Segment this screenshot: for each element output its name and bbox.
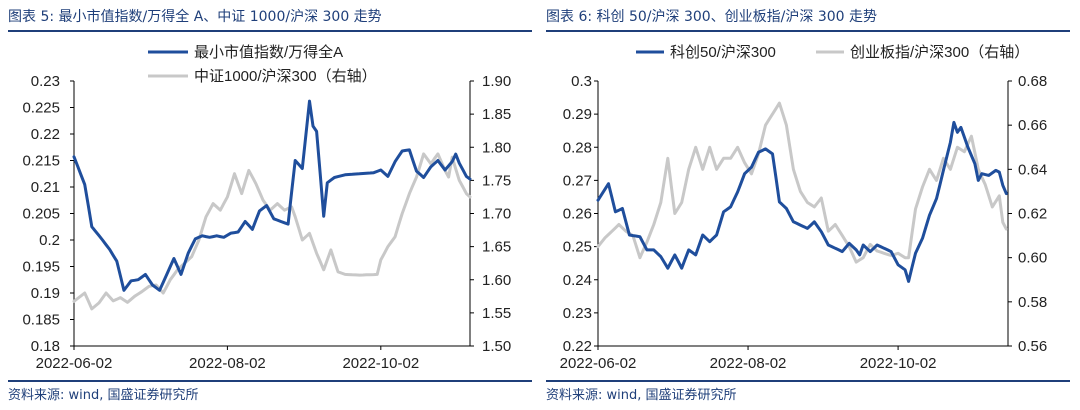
footer-divider <box>8 380 532 382</box>
y-left-tick-label: 0.21 <box>31 179 60 196</box>
legend-label: 科创50/沪深300 <box>670 44 776 61</box>
series-line-left <box>72 99 472 292</box>
y-left-tick-label: 0.28 <box>563 139 592 156</box>
chart-panel-minimum-cap: 图表 5: 最小市值指数/万得全 A、中证 1000/沪深 300 走势 0.1… <box>8 0 536 410</box>
y-left-tick-label: 0.225 <box>22 100 60 117</box>
legend-label: 创业板指/沪深300（右轴） <box>850 43 1029 61</box>
y-left-tick-label: 0.195 <box>22 259 60 276</box>
y-left-tick-label: 0.24 <box>563 272 592 289</box>
y-right-tick-label: 0.66 <box>1018 117 1047 134</box>
x-tick-label: 2022-10-02 <box>860 355 937 372</box>
line-chart-star-chinext: 0.22 0.23 0.24 0.25 0.26 0.27 0.28 0.29 0.3 0.56 0… <box>560 43 1048 372</box>
y-right-tick-label: 0.68 <box>1018 73 1047 90</box>
x-tick-label: 2022-10-02 <box>342 355 419 372</box>
y-left-tick-label: 0.26 <box>563 206 592 223</box>
y-left-tick-label: 0.27 <box>563 172 592 189</box>
y-right-tick-label: 0.58 <box>1018 294 1047 311</box>
y-left-tick-label: 0.2 <box>39 232 60 249</box>
y-right-tick-label: 1.55 <box>482 305 511 322</box>
y-left-tick-label: 0.29 <box>563 106 592 123</box>
y-right-tick-label: 0.56 <box>1018 338 1047 355</box>
title-divider <box>8 30 532 32</box>
y-right-tick-label: 1.90 <box>482 73 511 90</box>
y-left-tick-label: 0.18 <box>31 338 60 355</box>
y-right-tick-label: 0.60 <box>1018 250 1047 267</box>
series-line-right <box>72 152 472 311</box>
line-chart-minimum-cap: 0.18 0.185 0.19 0.195 0.2 0.205 0.21 0.215 0.22 0… <box>22 43 511 372</box>
y-right-tick-label: 1.80 <box>482 139 511 156</box>
y-left-tick-label: 0.23 <box>31 73 60 90</box>
x-tick-label: 2022-08-02 <box>710 355 787 372</box>
chart-panel-star-chinext: 图表 6: 科创 50/沪深 300、创业板指/沪深 300 走势 0.22 0.… <box>546 0 1074 410</box>
y-right-tick-label: 1.60 <box>482 272 511 289</box>
legend-label: 中证1000/沪深300（右轴） <box>194 68 377 85</box>
y-right-tick-label: 0.62 <box>1018 206 1047 223</box>
source-note: 资料来源: wind, 国盛证券研究所 <box>546 388 737 403</box>
y-right-tick-label: 1.85 <box>482 106 511 123</box>
y-left-tick-label: 0.22 <box>31 126 60 143</box>
legend-label: 最小市值指数/万得全A <box>194 43 343 61</box>
y-right-tick-label: 1.65 <box>482 239 511 256</box>
x-tick-label: 2022-08-02 <box>189 355 266 372</box>
y-left-tick-label: 0.23 <box>563 305 592 322</box>
y-right-tick-label: 1.70 <box>482 206 511 223</box>
y-right-tick-label: 1.50 <box>482 338 511 355</box>
y-left-tick-label: 0.22 <box>563 338 592 355</box>
series-line-right <box>596 101 1008 264</box>
y-left-tick-label: 0.185 <box>22 312 60 329</box>
y-left-tick-label: 0.3 <box>571 73 592 90</box>
y-right-tick-label: 0.64 <box>1018 161 1047 178</box>
title-divider <box>546 30 1070 32</box>
y-left-tick-label: 0.19 <box>31 285 60 302</box>
chart-title: 图表 5: 最小市值指数/万得全 A、中证 1000/沪深 300 走势 <box>8 9 382 25</box>
y-left-tick-label: 0.205 <box>22 206 60 223</box>
y-left-tick-label: 0.25 <box>563 239 592 256</box>
x-tick-label: 2022-06-02 <box>560 355 637 372</box>
series-line-left <box>596 120 1008 283</box>
chart-title: 图表 6: 科创 50/沪深 300、创业板指/沪深 300 走势 <box>546 9 878 25</box>
y-right-tick-label: 1.75 <box>482 172 511 189</box>
footer-divider <box>546 380 1070 382</box>
source-note: 资料来源: wind, 国盛证券研究所 <box>8 388 199 403</box>
y-left-tick-label: 0.215 <box>22 153 60 170</box>
x-tick-label: 2022-06-02 <box>36 355 113 372</box>
